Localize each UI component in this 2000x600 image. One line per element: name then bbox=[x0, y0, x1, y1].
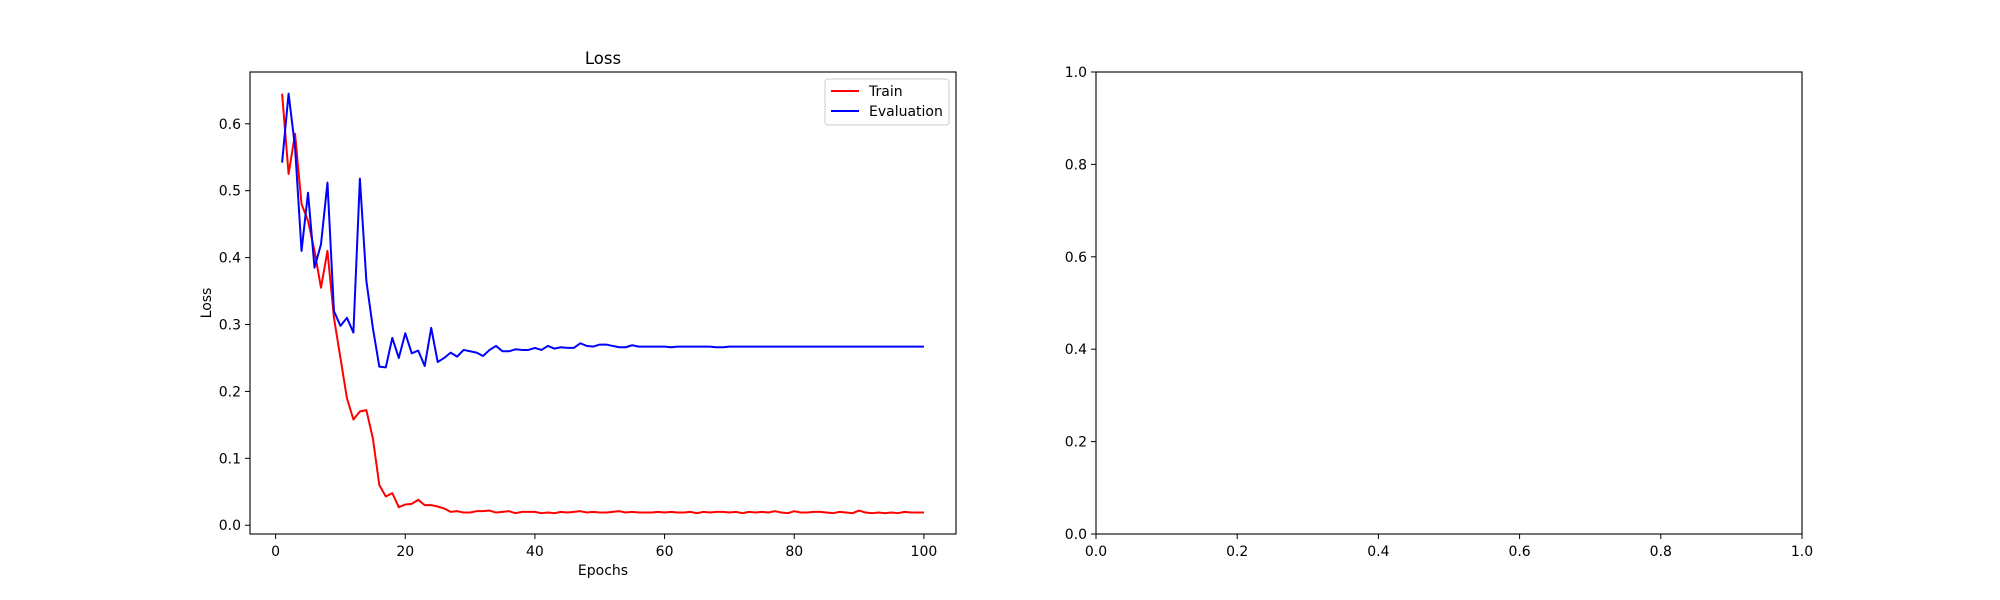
empty-chart-y-tick-label: 0.8 bbox=[1065, 157, 1087, 173]
loss-chart-x-tick-label: 20 bbox=[396, 544, 414, 560]
empty-chart-y-ticks: 0.0 0.2 0.4 0.6 0.8 1.0 bbox=[1065, 65, 1096, 543]
loss-chart-y-tick-label: 0.2 bbox=[219, 384, 241, 400]
empty-chart-x-tick-label: 0.4 bbox=[1367, 544, 1389, 560]
legend-label-evaluation: Evaluation bbox=[869, 104, 943, 120]
series-line-train bbox=[281, 93, 924, 515]
loss-chart-x-ticks: 0 20 40 60 80 100 bbox=[271, 534, 937, 560]
loss-chart-x-tick-label: 100 bbox=[911, 544, 938, 560]
empty-chart-x-tick-label: 0.8 bbox=[1650, 544, 1672, 560]
empty-chart-y-tick-label: 0.4 bbox=[1065, 342, 1087, 358]
empty-chart-x-tick-label: 1.0 bbox=[1791, 544, 1813, 560]
empty-chart-frame bbox=[1095, 71, 1803, 535]
loss-chart-legend: Train Evaluation bbox=[824, 78, 950, 126]
loss-chart-x-tick-label: 80 bbox=[785, 544, 803, 560]
loss-chart-y-tick-label: 0.4 bbox=[219, 251, 241, 267]
empty-chart-y-tick-label: 0.6 bbox=[1065, 250, 1087, 266]
loss-chart-x-tick-label: 60 bbox=[656, 544, 674, 560]
empty-chart-y-tick-label: 0.0 bbox=[1065, 527, 1087, 543]
empty-chart-y-tick-label: 0.2 bbox=[1065, 435, 1087, 451]
loss-chart-series-lines bbox=[281, 92, 924, 515]
empty-chart-y-tick-label: 1.0 bbox=[1065, 65, 1087, 81]
loss-chart-title: Loss bbox=[585, 49, 621, 68]
loss-chart-y-tick-label: 0.1 bbox=[219, 451, 241, 467]
empty-chart-x-ticks: 0.0 0.2 0.4 0.6 0.8 1.0 bbox=[1085, 534, 1813, 560]
loss-chart-y-tick-label: 0.5 bbox=[219, 184, 241, 200]
empty-chart-x-tick-label: 0.0 bbox=[1085, 544, 1107, 560]
loss-chart-x-tick-label: 0 bbox=[271, 544, 280, 560]
loss-chart-y-tick-label: 0.0 bbox=[219, 518, 241, 534]
empty-chart-x-tick-label: 0.6 bbox=[1508, 544, 1530, 560]
series-line-evaluation bbox=[281, 92, 924, 369]
loss-chart-y-ticks: 0.0 0.1 0.2 0.3 0.4 0.5 0.6 bbox=[219, 117, 250, 534]
legend-label-train: Train bbox=[868, 84, 903, 100]
loss-chart: 0 20 40 60 80 100 0.00.10.20.30.40.50.6 Loss … bbox=[199, 49, 957, 579]
empty-chart-x-tick-label: 0.2 bbox=[1226, 544, 1248, 560]
loss-chart-x-tick-label: 40 bbox=[526, 544, 544, 560]
empty-chart: 0.0 0.2 0.4 0.6 0.8 1.0 0.0 0.2 0.4 0.6 0.8 1.0 bbox=[1065, 65, 1813, 560]
loss-chart-frame bbox=[249, 71, 957, 535]
loss-chart-x-axis-label: Epochs bbox=[578, 563, 628, 579]
loss-chart-y-tick-label: 0.3 bbox=[219, 318, 241, 334]
loss-chart-y-tick-label: 0.6 bbox=[219, 117, 241, 133]
loss-chart-y-axis-label: Loss bbox=[199, 288, 215, 319]
